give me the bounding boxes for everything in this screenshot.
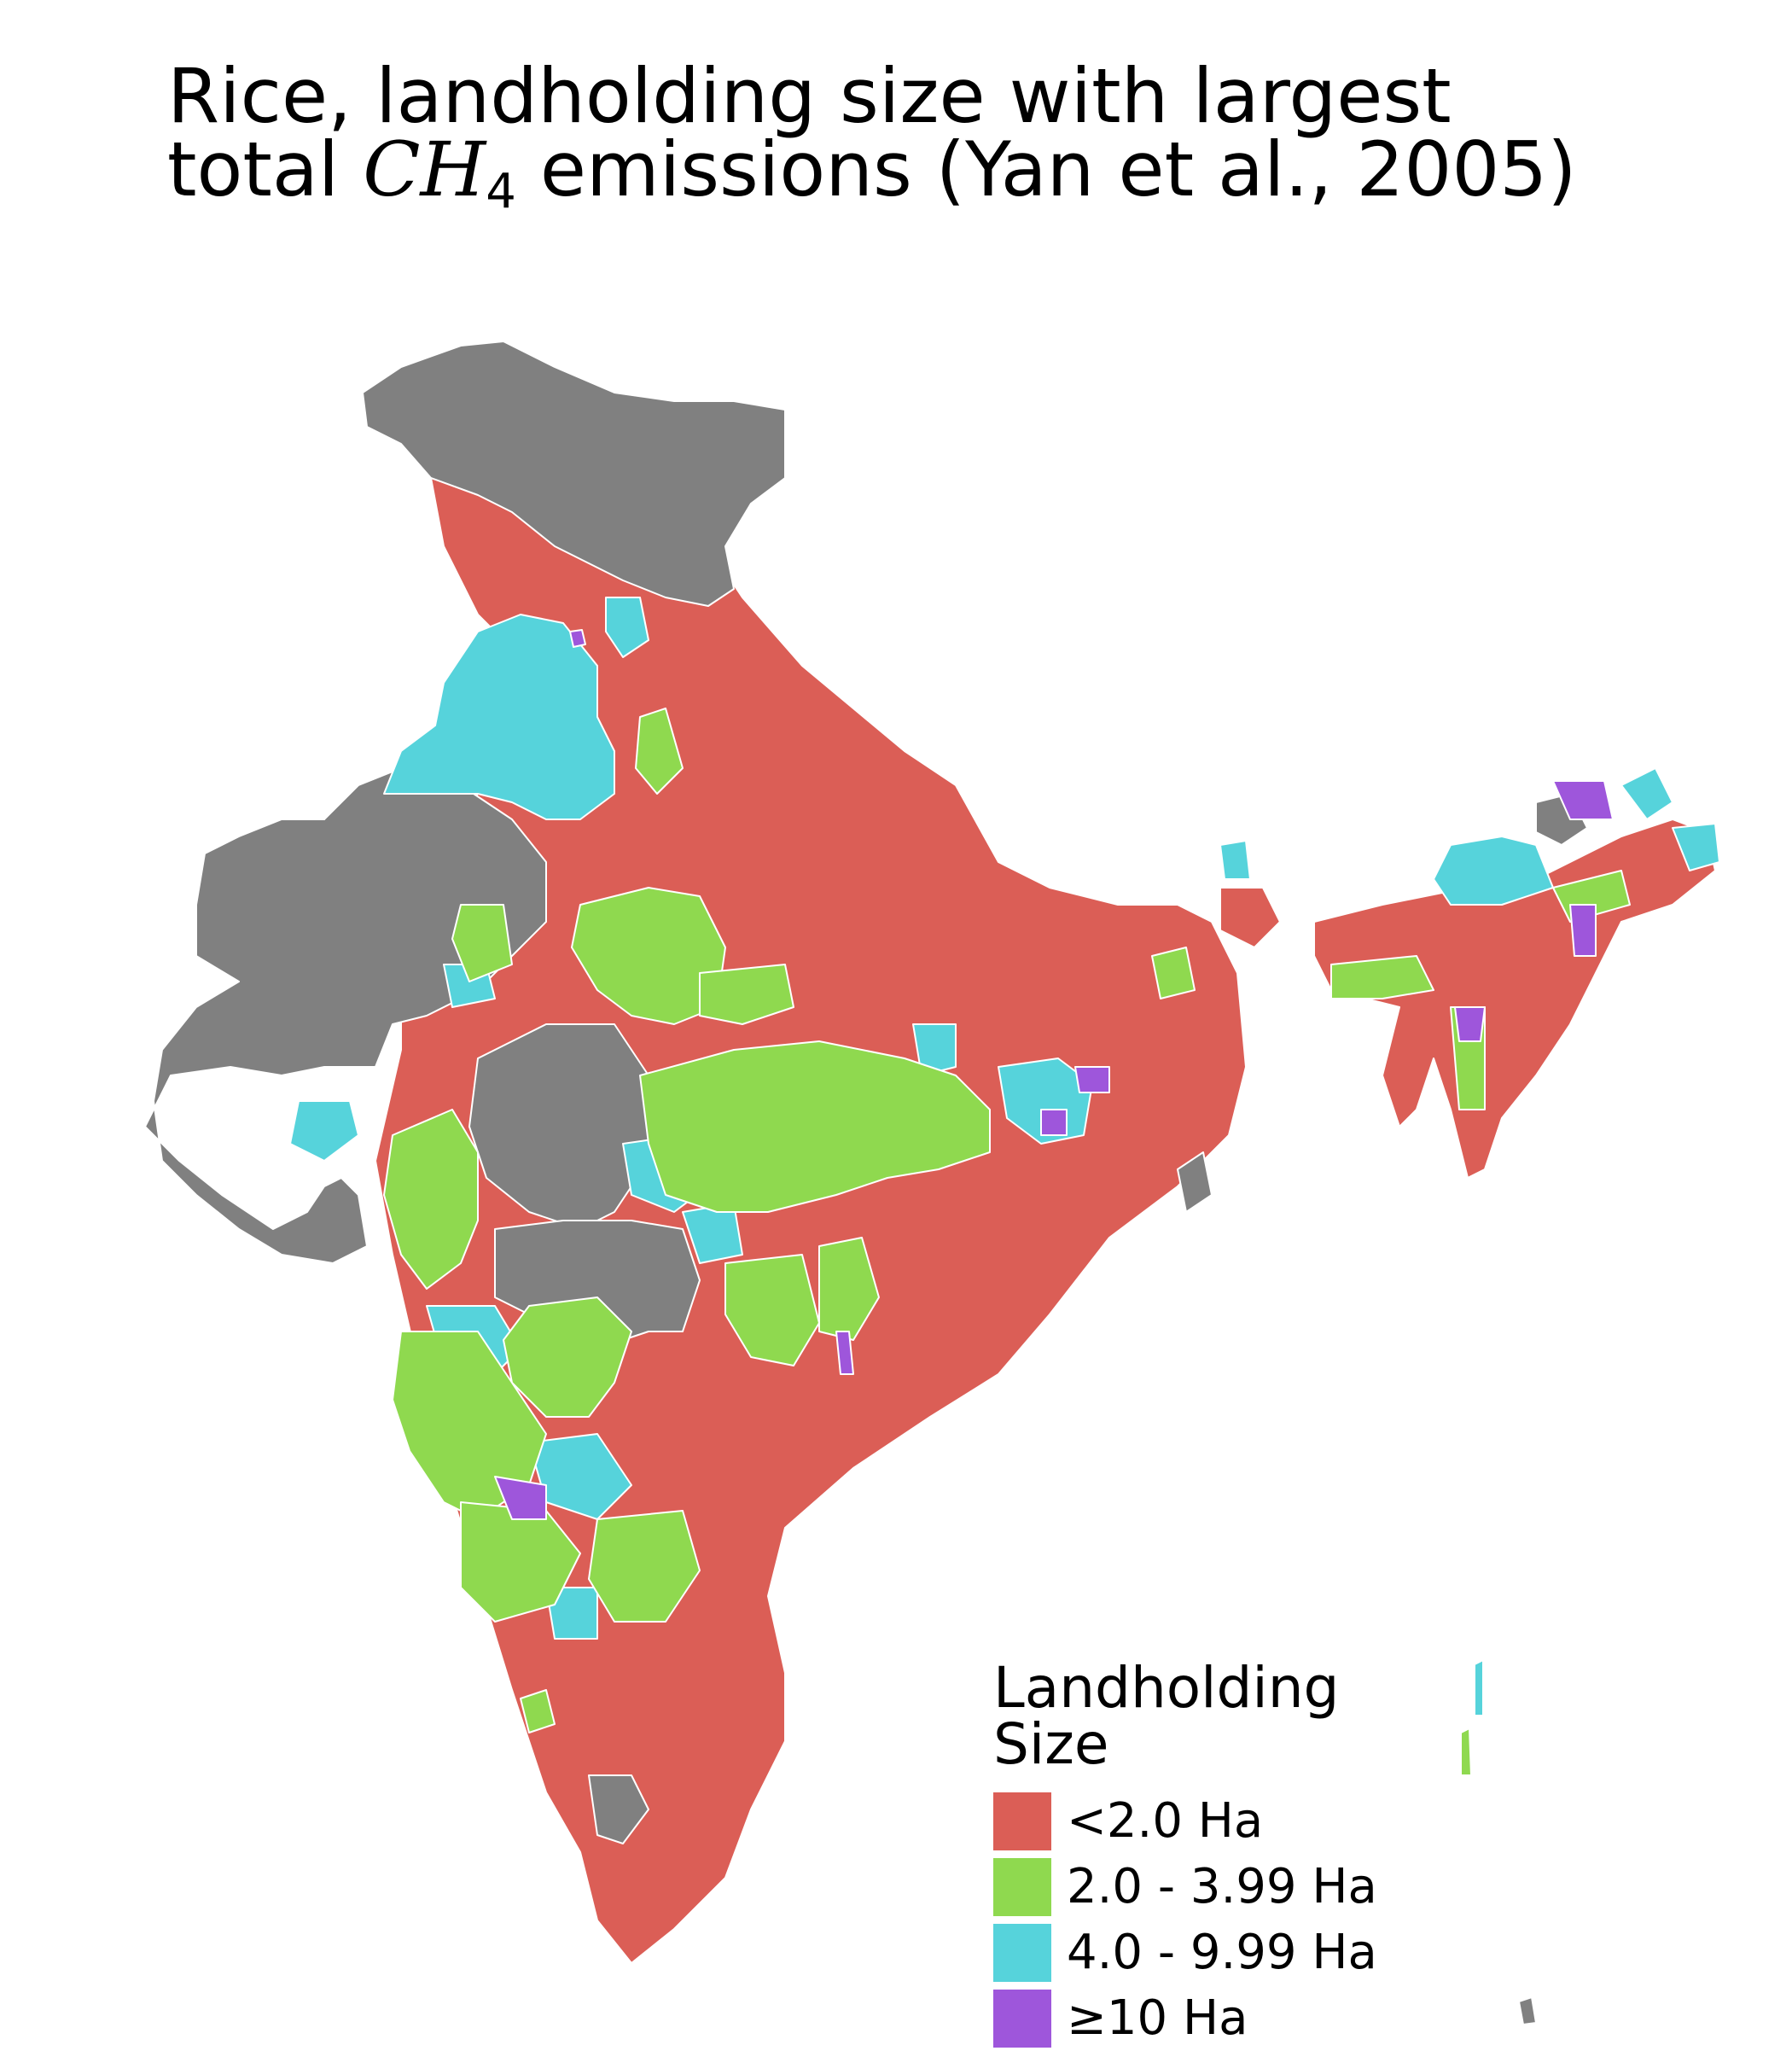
region-raj-green [451,904,513,982]
region-tn-green [588,1510,701,1623]
legend-title: Landholding Size [993,1655,1340,1777]
region-manipur-purple [1454,1006,1486,1042]
title-line-1: Rice, landholding size with largest [167,52,1452,140]
region-ne-green [1330,955,1434,999]
region-cg-cyan [998,1058,1093,1145]
region-ne-cyan-3 [1672,823,1720,871]
region-andaman-cyan [1474,1659,1484,1716]
region-mh-green [383,1109,479,1290]
region-hp-purple [569,629,586,648]
legend-swatch [993,1792,1051,1850]
ch4-formula: CH4 [363,125,516,220]
legend-item: 4.0 - 9.99 Ha [993,1920,1437,1985]
region-ap-green-2 [818,1237,880,1341]
legend-label: 4.0 - 9.99 Ha [1067,1925,1377,1980]
legend-label: <2.0 Ha [1067,1793,1264,1849]
region-ap-green [724,1254,820,1366]
region-nagaland-strip [1219,887,1281,948]
map-title: Rice, landholding size with largest tota… [167,52,1577,229]
region-punjab [383,614,615,820]
region-bihar-green [1151,947,1196,999]
region-ne-purple-2 [1569,904,1597,957]
region-ne-purple [1552,780,1614,820]
legend-label: ≥10 Ha [1067,1990,1248,2046]
region-bihar-purple [1074,1066,1110,1093]
region-ka-purple [494,1476,547,1520]
region-haryana-green [635,708,684,795]
legend-swatch [993,1989,1051,2048]
legend-swatch [993,1923,1051,1982]
region-gujarat-cyan [289,1100,359,1162]
region-karnataka-green [392,1331,547,1520]
legend-swatch [993,1857,1051,1916]
legend-item: 2.0 - 3.99 Ha [993,1854,1437,1920]
region-sikkim-cyan [1219,840,1251,880]
legend-label: 2.0 - 3.99 Ha [1067,1859,1377,1914]
legend: Landholding Size <2.0 Ha 2.0 - 3.99 Ha 4… [993,1660,1437,2051]
region-jammu-kashmir [362,341,786,607]
region-andaman-green [1460,1728,1472,1776]
region-kerala-grey [588,1774,649,1844]
region-ap-purple [835,1331,854,1375]
region-up-cyan [912,1023,957,1076]
region-kerala-green [520,1689,556,1733]
region-ne-cyan [1433,836,1554,906]
region-orissa-coast-grey [1177,1151,1213,1213]
region-central-green [639,1040,991,1213]
region-jh-purple [1040,1109,1068,1136]
region-mp-green-2 [699,964,794,1025]
region-islands-grey [1518,1996,1537,2025]
legend-items: <2.0 Ha 2.0 - 3.99 Ha 4.0 - 9.99 Ha ≥10 … [993,1788,1437,2051]
region-mh-green-2 [503,1296,632,1418]
region-ka-cyan-3 [545,1587,598,1640]
region-ne-cyan-2 [1620,767,1673,820]
title-line-2: total CH4 emissions (Yan et al., 2005) [167,125,1577,220]
region-central-grey [468,1023,649,1230]
region-rajasthan-gujarat-west [144,767,547,1264]
region-mp-green [571,887,726,1025]
legend-item: ≥10 Ha [993,1985,1437,2051]
legend-item: <2.0 Ha [993,1788,1437,1854]
region-himachal-cyan [605,597,649,658]
